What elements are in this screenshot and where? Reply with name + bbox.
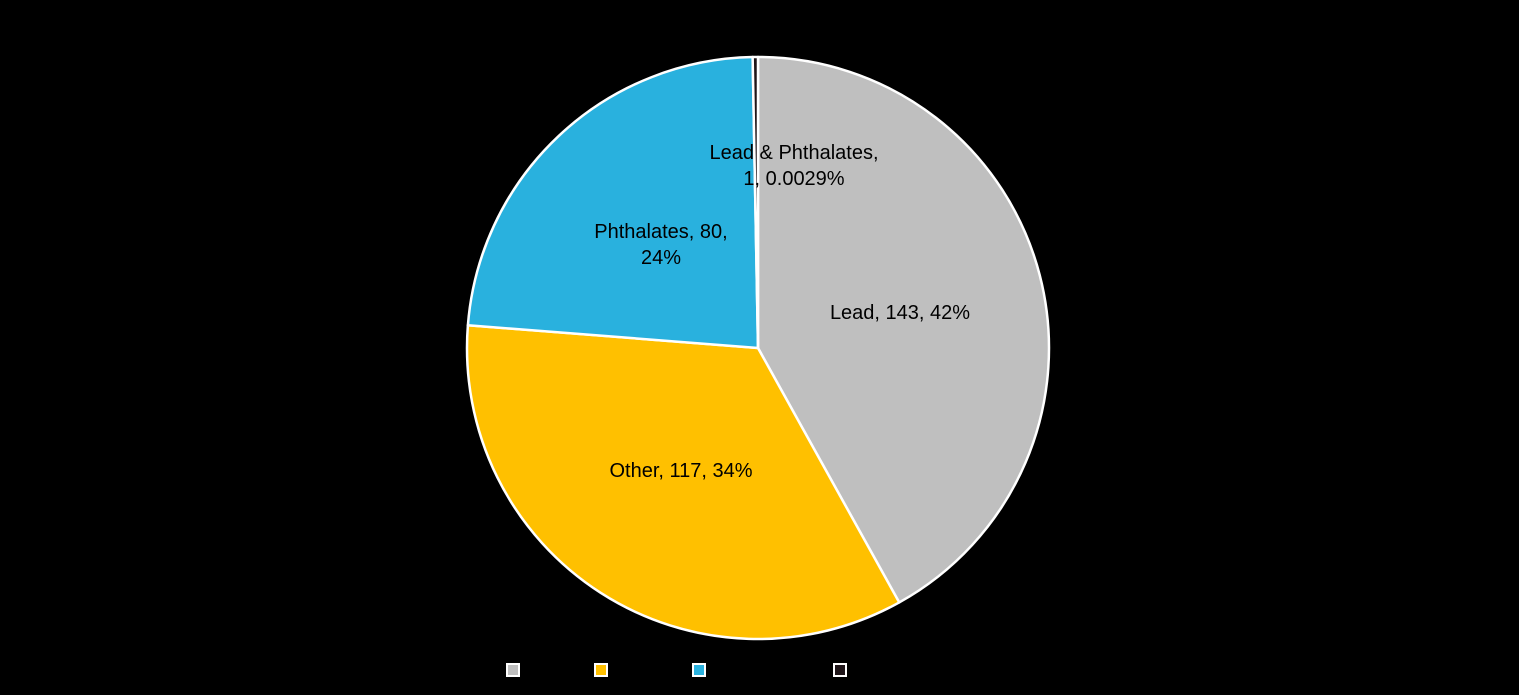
- legend-label-other: Other: [613, 661, 649, 678]
- legend-item-lead-phthalates[interactable]: Lead & Phthalates: [833, 661, 966, 678]
- pie-slice-phthalates[interactable]: [466, 55, 760, 350]
- legend-swatch-other: [594, 662, 608, 677]
- pie-slice-lead-phthalates[interactable]: [751, 55, 760, 350]
- legend-label-lead-phthalates: Lead & Phthalates: [852, 661, 967, 678]
- pie-slice-other[interactable]: [465, 323, 901, 641]
- pie-slice-lead[interactable]: [756, 55, 1051, 604]
- legend-item-phthalates[interactable]: Phthalates: [692, 661, 777, 678]
- legend-swatch-lead: [506, 662, 520, 677]
- legend-item-other[interactable]: Other: [594, 661, 648, 678]
- legend-item-lead[interactable]: Lead: [506, 661, 556, 678]
- legend-swatch-phthalates: [692, 662, 706, 677]
- legend-label-lead: Lead: [525, 661, 557, 678]
- legend-swatch-lead-phthalates: [833, 662, 847, 677]
- legend-label-phthalates: Phthalates: [711, 661, 778, 678]
